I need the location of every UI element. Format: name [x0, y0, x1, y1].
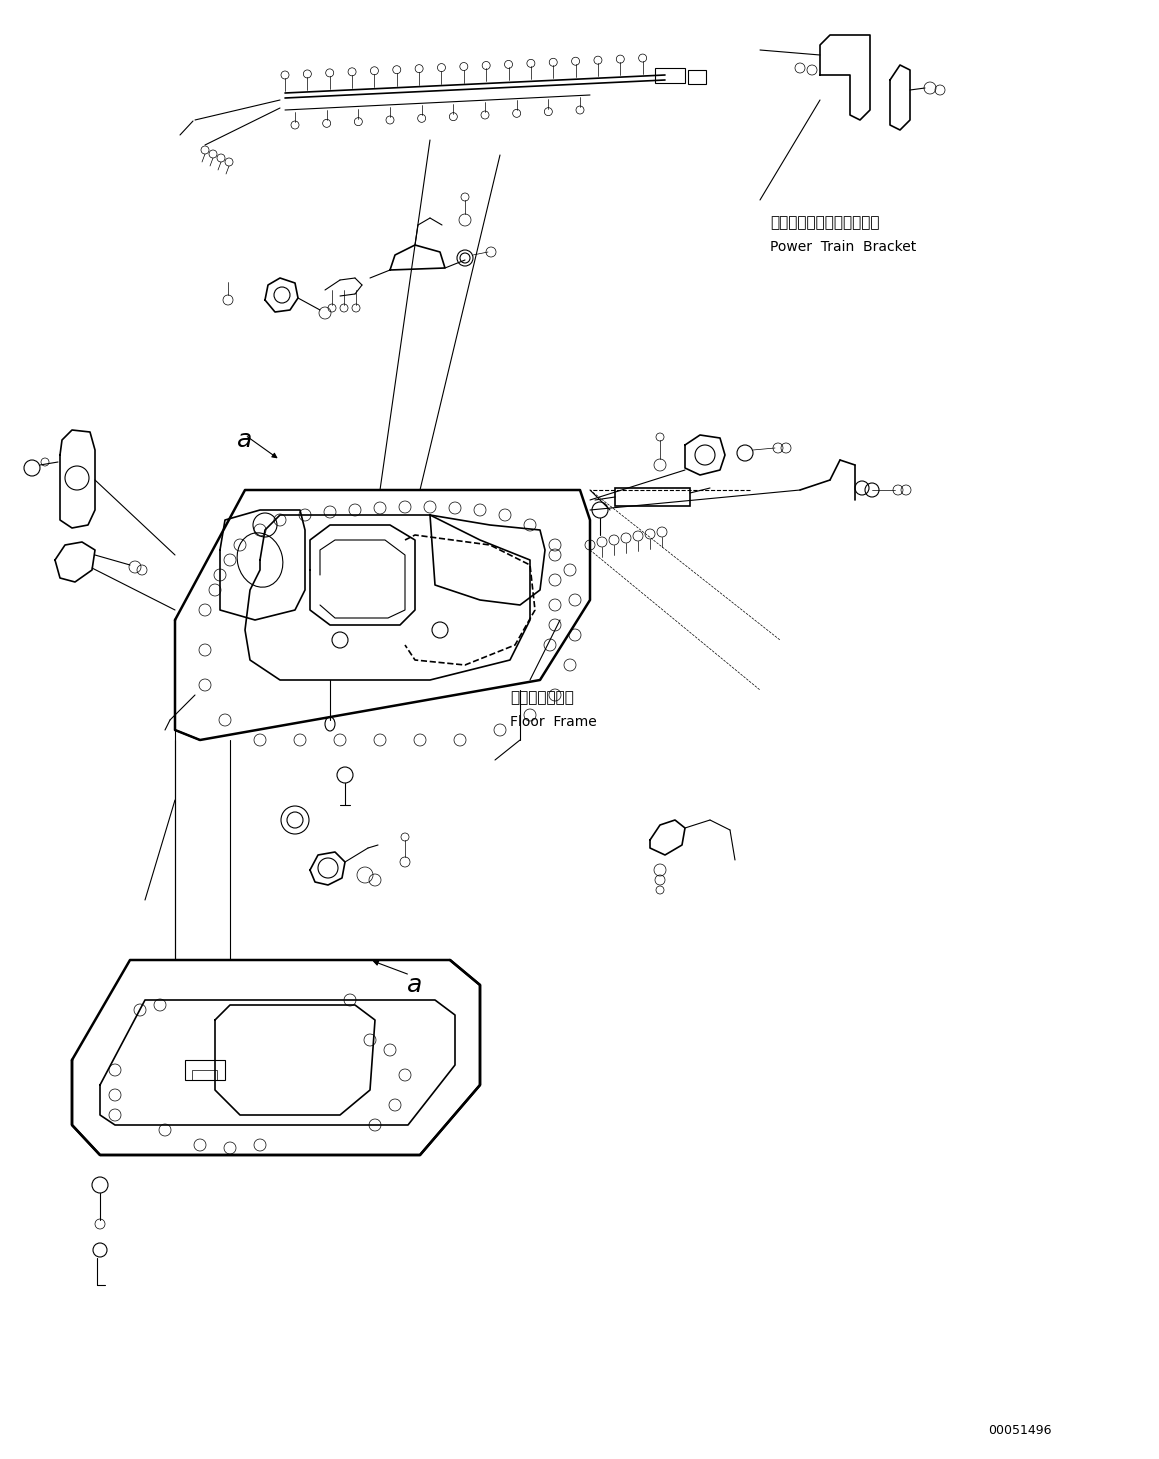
Text: 00051496: 00051496	[989, 1424, 1051, 1437]
Text: a: a	[238, 427, 253, 452]
Bar	[192, 1069, 217, 1080]
Bar	[655, 69, 685, 83]
Text: フロアフレーム: フロアフレーム	[510, 690, 574, 705]
Text: Floor  Frame: Floor Frame	[510, 715, 597, 730]
Bar	[615, 487, 690, 506]
Bar	[185, 1061, 225, 1080]
Text: パワートレインブラケット: パワートレインブラケット	[770, 214, 880, 231]
Text: Power  Train  Bracket: Power Train Bracket	[770, 239, 917, 254]
Text: a: a	[407, 973, 423, 996]
Bar	[688, 70, 706, 85]
